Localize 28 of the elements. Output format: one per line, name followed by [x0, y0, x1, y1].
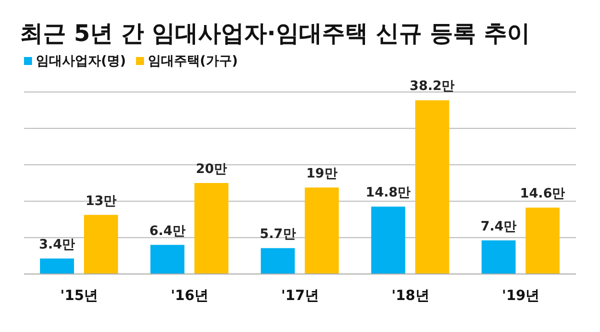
bar [371, 206, 406, 274]
data-label: 3.4만 [38, 238, 76, 253]
legend-label: 임대주택(가구) [148, 54, 238, 69]
bar [415, 100, 450, 274]
data-label: 14.6만 [520, 186, 566, 202]
data-label: 19만 [306, 166, 338, 182]
bar [526, 208, 560, 274]
x-tick-label: '16년 [170, 288, 208, 304]
bar [260, 248, 295, 274]
chart-title: 최근 5년 간 임대사업자·임대주택 신규 등록 추이 [19, 20, 531, 48]
data-label: 38.2만 [410, 79, 455, 94]
bar [304, 188, 339, 274]
x-tick-label: '19년 [502, 288, 540, 304]
bar [150, 244, 184, 274]
data-label: 5.7만 [260, 227, 296, 242]
data-label: 7.4만 [480, 219, 517, 234]
x-tick-label: '18년 [392, 288, 430, 304]
data-label: 14.8만 [366, 186, 411, 201]
data-label: 13만 [85, 194, 117, 209]
bar [194, 183, 228, 274]
data-label: 6.4만 [149, 224, 186, 239]
data-label: 20만 [196, 162, 227, 177]
bar [40, 258, 74, 274]
bar [482, 240, 516, 274]
x-tick-label: '15년 [60, 288, 98, 304]
bar [84, 214, 118, 274]
legend-label: 임대사업자(명) [36, 54, 126, 69]
x-tick-label: '17년 [281, 288, 319, 304]
